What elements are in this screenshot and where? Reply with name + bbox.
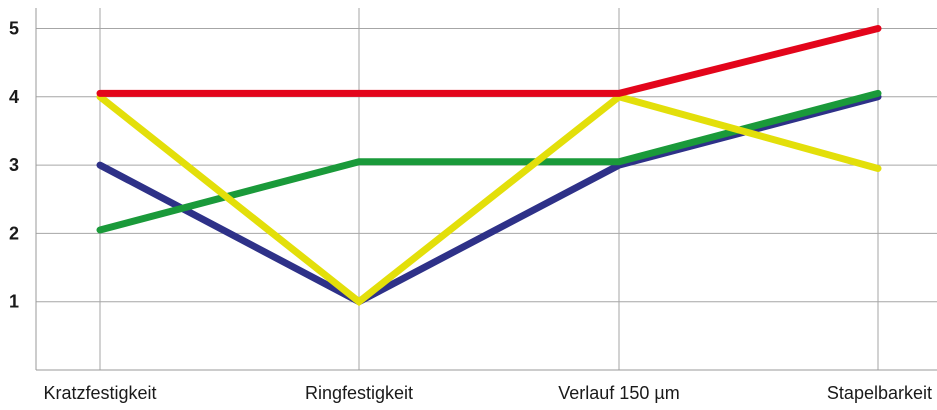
x-tick-labels: Kratzfestigkeit Ringfestigkeit Verlauf 150… (43, 383, 932, 403)
series-line (96, 92, 882, 307)
grid-layer (36, 8, 937, 370)
x-tick-label: Stapelbarkeit (827, 383, 932, 403)
series-layer (96, 25, 882, 307)
axes-layer (35, 8, 937, 371)
y-tick-label: 1 (9, 292, 19, 312)
series-line (96, 89, 882, 234)
x-tick-label: Kratzfestigkeit (43, 383, 156, 403)
y-tick-label: 5 (9, 18, 19, 38)
y-tick-label: 3 (9, 155, 19, 175)
series-line (96, 25, 882, 97)
y-tick-label: 4 (9, 87, 19, 107)
y-tick-label: 2 (9, 223, 19, 243)
x-tick-label: Verlauf 150 µm (558, 383, 679, 403)
y-tick-labels: 1 2 3 4 5 (9, 18, 19, 311)
x-tick-label: Ringfestigkeit (305, 383, 413, 403)
